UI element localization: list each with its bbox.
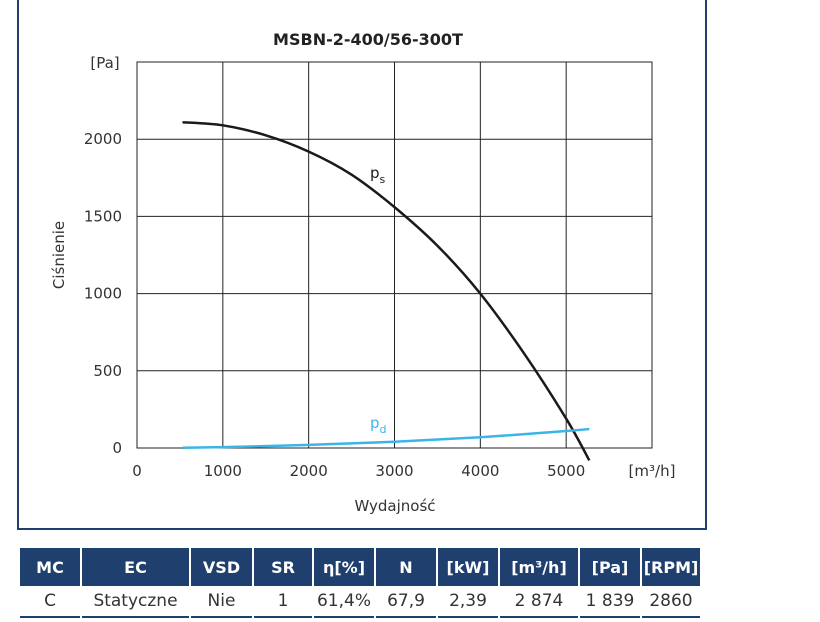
header-efficiency: η[%]: [314, 548, 374, 586]
header-rpm: [RPM]: [642, 548, 700, 586]
x-tick-label: 5000: [547, 462, 585, 480]
series-label-pd: pd: [370, 414, 387, 436]
y-unit-label: [Pa]: [90, 54, 119, 72]
cell-sr: 1: [254, 586, 312, 618]
x-tick-label: 4000: [461, 462, 499, 480]
header-sr: SR: [254, 548, 312, 586]
x-axis-label: Wydajność: [354, 497, 435, 515]
y-axis-label: Ciśnienie: [50, 221, 68, 289]
spec-table: MC EC VSD SR η[%] N [kW] [m³/h] [Pa] [RP…: [18, 548, 702, 618]
header-pa: [Pa]: [580, 548, 640, 586]
header-vsd: VSD: [191, 548, 252, 586]
y-tick-label: 1000: [84, 285, 122, 303]
cell-efficiency: 61,4%: [314, 586, 374, 618]
header-n: N: [376, 548, 436, 586]
cell-ec: Statyczne: [82, 586, 189, 618]
pressure-chart: MSBN-2-400/56-300T 0 1000 2000 3000 4000 5000…: [50, 30, 676, 515]
x-tick-label: 1000: [204, 462, 242, 480]
cell-n: 67,9: [376, 586, 436, 618]
chart-frame: [17, 0, 707, 530]
cell-rpm: 2860: [642, 586, 700, 618]
series-line-pd: [182, 427, 590, 449]
series-label-ps: ps: [370, 164, 386, 186]
table-header-row: MC EC VSD SR η[%] N [kW] [m³/h] [Pa] [RP…: [20, 548, 700, 586]
cell-flow: 2 874: [500, 586, 578, 618]
chart-ticks: 0 1000 2000 3000 4000 5000 0 500 1000 1500 2000: [84, 130, 585, 480]
cell-kw: 2,39: [438, 586, 498, 618]
y-tick-label: 2000: [84, 130, 122, 148]
y-tick-label: 500: [93, 362, 122, 380]
x-tick-label: 0: [132, 462, 142, 480]
chart-grid: [136, 61, 653, 449]
chart-title: MSBN-2-400/56-300T: [273, 30, 463, 49]
header-kw: [kW]: [438, 548, 498, 586]
cell-mc: C: [20, 586, 80, 618]
x-unit-label: [m³/h]: [629, 462, 676, 480]
header-ec: EC: [82, 548, 189, 586]
table-row: C Statyczne Nie 1 61,4% 67,9 2,39 2 874 …: [20, 586, 700, 618]
header-flow: [m³/h]: [500, 548, 578, 586]
y-tick-label: 1500: [84, 207, 122, 225]
x-tick-label: 3000: [375, 462, 413, 480]
x-tick-label: 2000: [290, 462, 328, 480]
chart-series: [182, 120, 591, 461]
cell-vsd: Nie: [191, 586, 252, 618]
y-tick-label: 0: [112, 439, 122, 457]
series-line-ps: [182, 120, 591, 461]
cell-pa: 1 839: [580, 586, 640, 618]
header-mc: MC: [20, 548, 80, 586]
